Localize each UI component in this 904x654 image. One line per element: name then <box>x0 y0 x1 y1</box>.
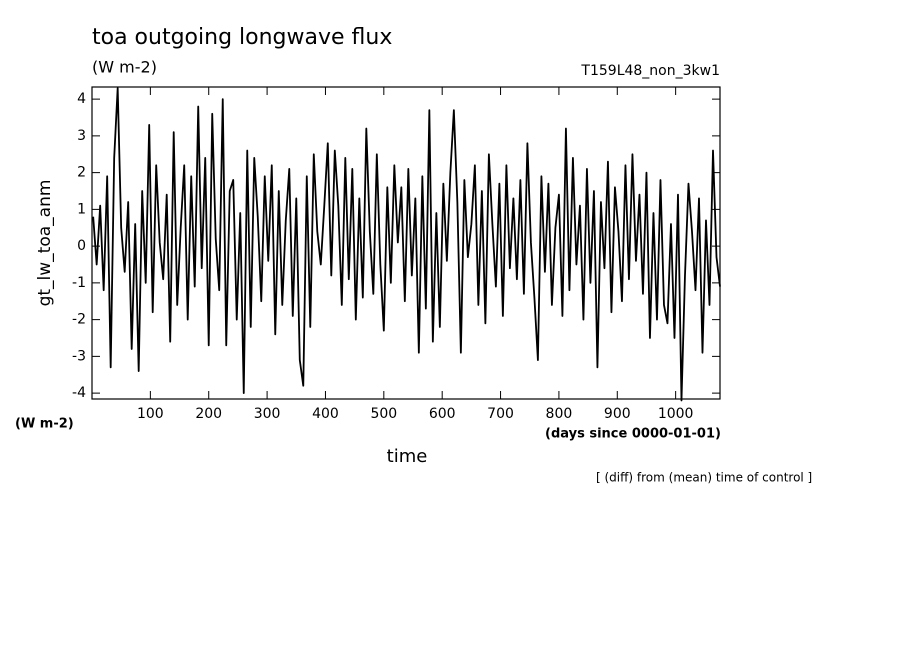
x-tick-label: 100 <box>137 406 164 422</box>
y-tick-label: -2 <box>72 312 86 328</box>
y-tick-label: 2 <box>77 165 86 181</box>
note: [ (diff) from (mean) time of control ] <box>596 471 812 485</box>
x-units: (days since 0000-01-01) <box>545 427 721 442</box>
chart-title: toa outgoing longwave flux <box>92 25 392 50</box>
y-tick-label: -1 <box>72 275 86 291</box>
y-tick-label: -4 <box>72 385 86 401</box>
y-tick-label: -3 <box>72 348 86 364</box>
x-tick-label: 200 <box>195 406 222 422</box>
x-tick-label: 700 <box>487 406 514 422</box>
y-tick-label: 1 <box>77 201 86 217</box>
x-tick-label: 300 <box>254 406 281 422</box>
run-label: T159L48_non_3kw1 <box>580 63 720 79</box>
chart-subtitle: (W m-2) <box>92 58 157 77</box>
y-tick-label: 0 <box>77 238 86 254</box>
x-tick-label: 800 <box>546 406 573 422</box>
data-line <box>92 87 721 402</box>
x-tick-label: 400 <box>312 406 339 422</box>
x-tick-label: 600 <box>429 406 456 422</box>
x-tick-label: 900 <box>604 406 631 422</box>
plot-frame <box>91 86 721 400</box>
y-tick-label: 3 <box>77 128 86 144</box>
y-units: (W m-2) <box>15 417 74 432</box>
y-axis-label: gt_lw_toa_anm <box>35 180 55 307</box>
y-tick-label: 4 <box>77 91 86 107</box>
x-tick-label: 1000 <box>658 406 694 422</box>
x-axis-label: time <box>387 446 428 467</box>
x-tick-label: 500 <box>370 406 397 422</box>
